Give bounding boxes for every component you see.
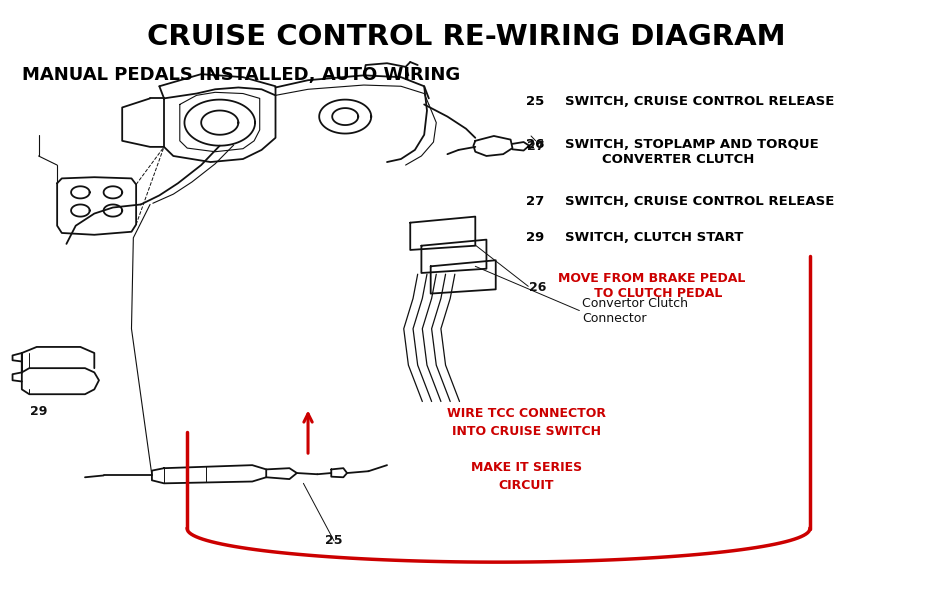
Text: 26: 26 (527, 138, 545, 151)
Text: Convertor Clutch
Connector: Convertor Clutch Connector (582, 297, 688, 325)
Text: 29: 29 (30, 404, 48, 418)
Text: 29: 29 (527, 231, 544, 244)
Text: MANUAL PEDALS INSTALLED, AUTO WIRING: MANUAL PEDALS INSTALLED, AUTO WIRING (21, 66, 460, 84)
Text: 25: 25 (527, 96, 544, 108)
Text: 27: 27 (527, 141, 544, 153)
Text: 25: 25 (325, 534, 343, 547)
Text: CRUISE CONTROL RE-WIRING DIAGRAM: CRUISE CONTROL RE-WIRING DIAGRAM (146, 23, 786, 51)
Text: MOVE FROM BRAKE PEDAL
   TO CLUTCH PEDAL: MOVE FROM BRAKE PEDAL TO CLUTCH PEDAL (558, 272, 746, 300)
Text: WIRE TCC CONNECTOR
INTO CRUISE SWITCH

MAKE IT SERIES
CIRCUIT: WIRE TCC CONNECTOR INTO CRUISE SWITCH MA… (447, 407, 606, 493)
Text: SWITCH, STOPLAMP AND TORQUE
        CONVERTER CLUTCH: SWITCH, STOPLAMP AND TORQUE CONVERTER CL… (566, 138, 819, 166)
Text: SWITCH, CRUISE CONTROL RELEASE: SWITCH, CRUISE CONTROL RELEASE (566, 96, 835, 108)
Text: SWITCH, CRUISE CONTROL RELEASE: SWITCH, CRUISE CONTROL RELEASE (566, 195, 835, 208)
Text: 27: 27 (527, 195, 544, 208)
Text: 26: 26 (529, 281, 546, 294)
Text: SWITCH, CLUTCH START: SWITCH, CLUTCH START (566, 231, 744, 244)
